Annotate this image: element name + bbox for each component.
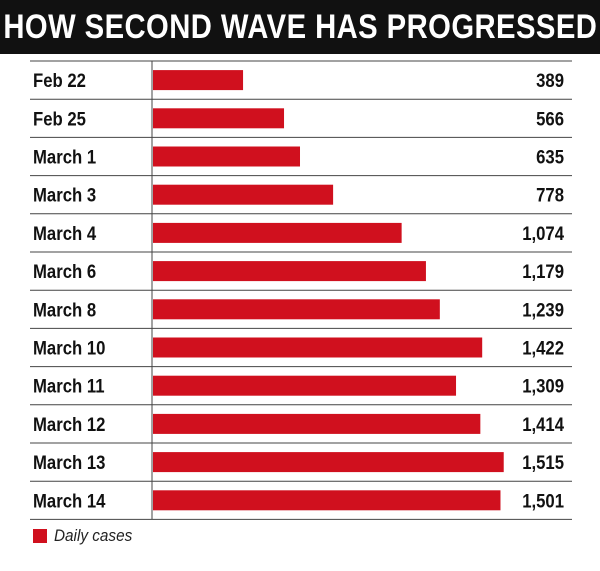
bar <box>153 108 285 129</box>
legend-swatch <box>33 529 47 543</box>
bar <box>153 261 426 282</box>
bar <box>153 222 402 243</box>
bar <box>153 70 244 91</box>
data-label: 1,515 <box>522 452 564 473</box>
category-label: March 12 <box>33 414 105 435</box>
category-label: March 13 <box>33 452 105 473</box>
bar <box>153 146 301 167</box>
data-label: 1,074 <box>522 223 564 244</box>
data-label: 1,422 <box>522 338 564 359</box>
bar <box>153 184 334 205</box>
category-label: March 11 <box>33 376 105 397</box>
chart-title: HOW SECOND WAVE HAS PROGRESSED <box>3 7 597 46</box>
category-label: Feb 25 <box>33 108 86 129</box>
data-label: 1,239 <box>522 299 564 320</box>
chart-legend: Daily cases <box>33 525 141 547</box>
category-label: March 1 <box>33 147 96 168</box>
category-label: March 14 <box>33 490 105 511</box>
data-label: 566 <box>536 108 564 129</box>
category-label: March 3 <box>33 185 96 206</box>
category-label: Feb 22 <box>33 70 86 91</box>
data-label: 1,414 <box>522 414 564 435</box>
category-label: March 4 <box>33 223 96 244</box>
data-label: 1,179 <box>522 261 564 282</box>
data-label: 635 <box>536 147 564 168</box>
bar <box>153 299 440 320</box>
category-label: March 8 <box>33 299 96 320</box>
data-label: 1,501 <box>522 490 564 511</box>
data-label: 389 <box>536 70 564 91</box>
bar <box>153 375 457 396</box>
data-label: 778 <box>536 185 564 206</box>
legend-label: Daily cases <box>54 526 133 545</box>
bar <box>153 490 501 511</box>
bar <box>153 413 481 434</box>
category-label: March 6 <box>33 261 96 282</box>
data-label: 1,309 <box>522 376 564 397</box>
bar <box>153 337 483 358</box>
category-label: March 10 <box>33 338 105 359</box>
bar <box>153 452 504 473</box>
chart-title-bar: HOW SECOND WAVE HAS PROGRESSED <box>0 0 600 54</box>
